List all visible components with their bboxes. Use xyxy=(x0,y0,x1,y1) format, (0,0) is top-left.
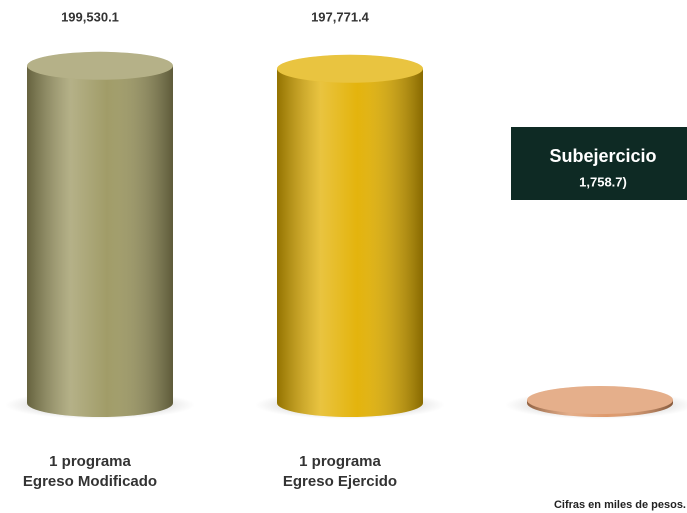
callout-box xyxy=(511,127,687,200)
category-sublabel: 1 programa xyxy=(49,453,131,470)
value-label: 199,530.1 xyxy=(61,9,119,24)
note: Cifras en miles de pesos. xyxy=(554,499,686,511)
value-label: 197,771.4 xyxy=(311,9,370,24)
bar-top-highlight xyxy=(27,51,173,80)
category-sublabel: 1 programa xyxy=(299,453,381,470)
bar-top xyxy=(277,54,423,83)
bar-shading xyxy=(27,65,173,417)
category-label: Egreso Modificado xyxy=(23,473,157,490)
bar-top-highlight xyxy=(277,54,423,83)
category-label: Egreso Ejercido xyxy=(283,473,397,490)
bar-shading xyxy=(277,68,423,417)
bar-top xyxy=(27,51,173,80)
category-label: Subejercicio xyxy=(549,146,656,166)
bar-top-highlight xyxy=(527,386,673,415)
value-label: 1,758.7) xyxy=(579,174,627,189)
bar-top xyxy=(527,386,673,415)
